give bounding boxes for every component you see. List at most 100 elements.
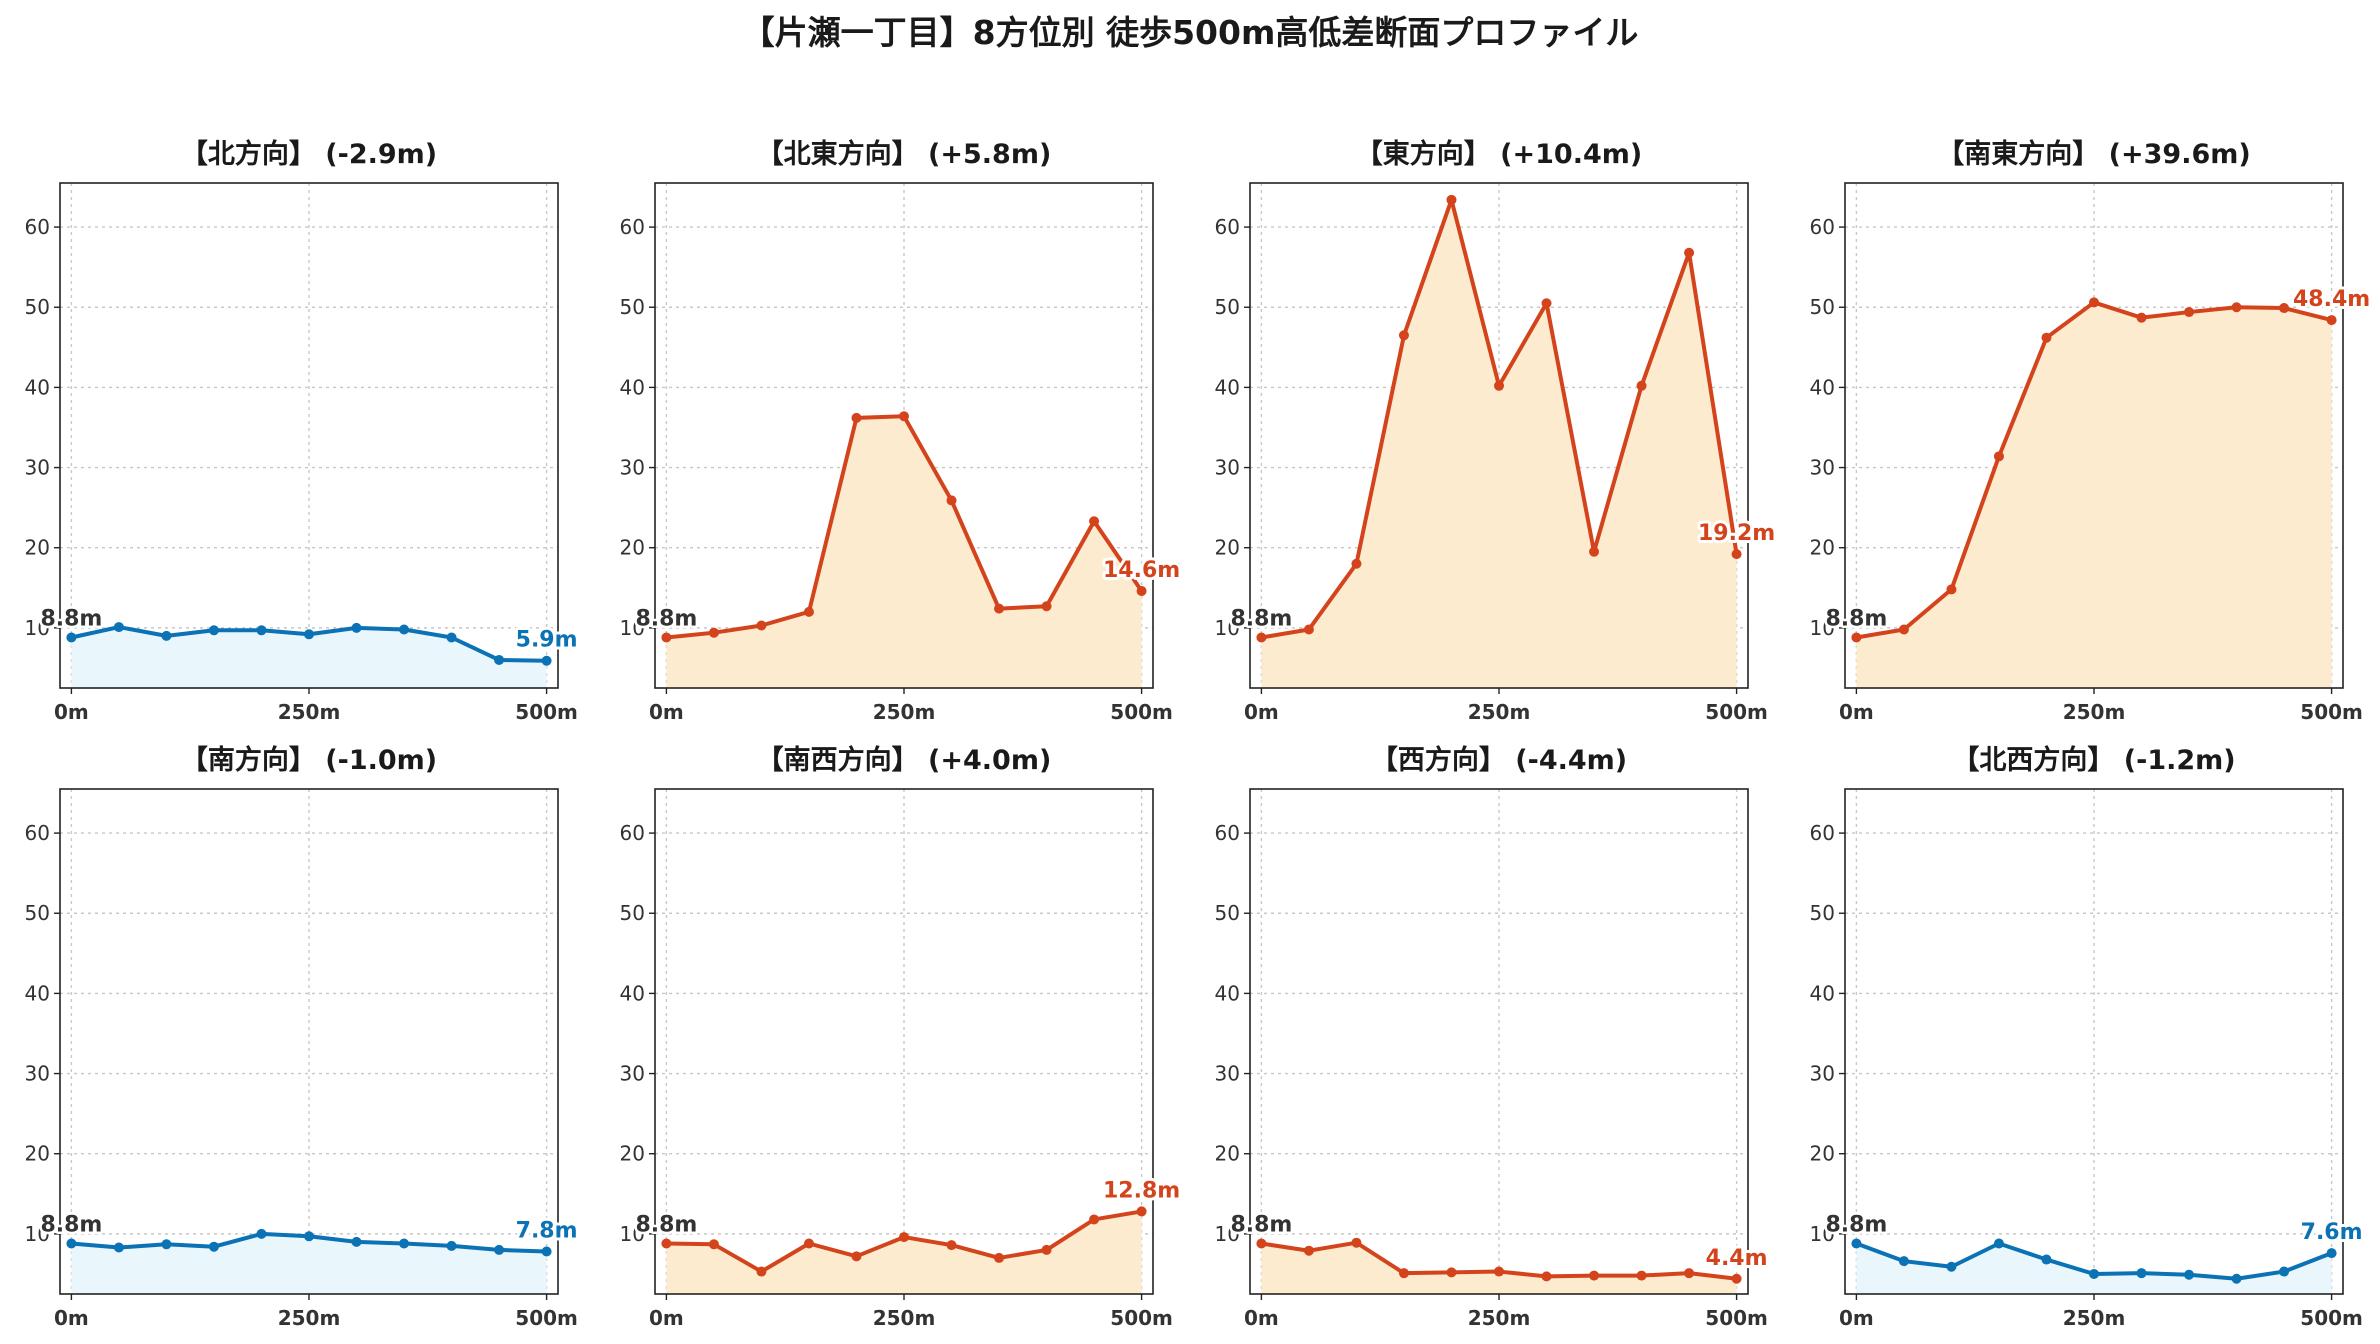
data-point [541, 1246, 552, 1257]
start-label: 8.8m [40, 607, 102, 632]
panel-1: 【北東方向】 (+5.8m) 10 20 30 40 50 60 0m 250m 500m 8.8m… [620, 138, 1184, 724]
data-point [708, 1239, 719, 1250]
y-tick-label: 10 [1810, 1222, 1835, 1246]
y-tick-label: 50 [25, 295, 50, 319]
y-tick-label: 40 [1810, 981, 1835, 1005]
data-point [2279, 1266, 2290, 1277]
panel-title: 【南東方向】 (+39.6m) [1937, 138, 2250, 170]
data-point [351, 622, 362, 633]
data-point [1303, 624, 1314, 635]
data-point [1089, 516, 1100, 527]
x-tick-label: 250m [873, 700, 936, 724]
data-point [851, 412, 862, 423]
data-point [1993, 1238, 2004, 1249]
y-tick-label: 30 [620, 1062, 645, 1086]
data-point [304, 1231, 314, 1242]
y-tick-label: 50 [1215, 295, 1240, 319]
x-tick-label: 0m [1839, 1306, 1874, 1330]
y-tick-label: 60 [620, 215, 645, 239]
panel-7: 【北西方向】 (-1.2m) 10 20 30 40 50 60 0m 250m 500m 8.8m… [1810, 744, 2366, 1330]
data-point [1351, 1237, 1362, 1248]
data-point [1946, 1261, 1957, 1272]
data-point [66, 632, 77, 643]
y-tick-label: 60 [1810, 821, 1835, 845]
data-point [899, 411, 909, 422]
data-point [208, 625, 219, 636]
figure-title: 【片瀬一丁目】8方位別 徒歩500m高低差断面プロファイル [742, 13, 1639, 52]
x-tick-label: 250m [278, 1306, 341, 1330]
start-label: 8.8m [1230, 1213, 1292, 1238]
panel-2: 【東方向】 (+10.4m) 10 20 30 40 50 60 0m 250m 500m 8.8m… [1215, 138, 1779, 724]
data-point [1636, 380, 1647, 391]
x-tick-label: 0m [649, 1306, 684, 1330]
data-point [304, 629, 314, 640]
y-tick-label: 20 [1215, 536, 1240, 560]
data-point [994, 1252, 1005, 1263]
y-tick-label: 20 [1810, 536, 1835, 560]
panel-4: 【南方向】 (-1.0m) 10 20 30 40 50 60 0m 250m 500m 8.8m 7… [25, 744, 581, 1330]
data-point [1898, 624, 1909, 635]
data-point [1136, 586, 1147, 597]
data-point [1256, 1238, 1267, 1249]
end-label: 4.4m [1706, 1246, 1768, 1271]
y-tick-label: 60 [1215, 821, 1240, 845]
y-tick-label: 60 [1810, 215, 1835, 239]
data-point [1731, 549, 1742, 560]
data-point [803, 1238, 814, 1249]
y-tick-label: 10 [620, 616, 645, 640]
end-label: 19.2m [1698, 521, 1775, 546]
y-tick-label: 30 [25, 456, 50, 480]
y-tick-label: 10 [620, 1222, 645, 1246]
data-point [1589, 546, 1600, 557]
area-fill [1261, 199, 1737, 689]
data-point [1684, 1268, 1695, 1279]
y-tick-label: 50 [620, 295, 645, 319]
end-label: 12.8m [1103, 1178, 1180, 1203]
y-tick-label: 60 [1215, 215, 1240, 239]
data-point [1494, 1266, 1504, 1277]
y-tick-label: 30 [1810, 1062, 1835, 1086]
y-tick-label: 50 [1810, 901, 1835, 925]
data-point [208, 1241, 219, 1252]
x-tick-label: 500m [1705, 1306, 1768, 1330]
plot-frame [1844, 788, 2344, 1295]
data-point [1136, 1206, 1147, 1217]
y-tick-label: 40 [620, 981, 645, 1005]
plot-frame [1249, 182, 1749, 689]
y-tick-label: 40 [620, 375, 645, 399]
data-point [1684, 247, 1695, 258]
x-tick-label: 500m [515, 1306, 578, 1330]
data-point [1851, 632, 1862, 643]
data-point [2326, 1248, 2337, 1259]
data-point [899, 1232, 909, 1243]
data-point [1851, 1238, 1862, 1249]
y-tick-label: 30 [25, 1062, 50, 1086]
y-tick-label: 20 [620, 536, 645, 560]
data-point [161, 630, 172, 641]
data-point [1731, 1273, 1742, 1284]
area-fill [666, 416, 1142, 688]
plot-frame [654, 788, 1154, 1295]
x-tick-label: 250m [1468, 1306, 1531, 1330]
data-point [399, 1238, 410, 1249]
panel-5: 【南西方向】 (+4.0m) 10 20 30 40 50 60 0m 250m 500m 8.8m… [620, 744, 1184, 1330]
y-tick-label: 40 [1215, 981, 1240, 1005]
data-point [2136, 312, 2147, 323]
data-point [1946, 584, 1957, 595]
x-tick-label: 250m [2063, 700, 2126, 724]
end-label: 7.6m [2301, 1220, 2363, 1245]
y-tick-label: 30 [1215, 456, 1240, 480]
data-point [708, 627, 719, 638]
start-label: 8.8m [1825, 1213, 1887, 1238]
y-tick-label: 20 [25, 536, 50, 560]
data-point [1898, 1256, 1909, 1267]
plot-frame [1249, 788, 1749, 1295]
data-point [1993, 451, 2004, 462]
start-label: 8.8m [1230, 607, 1292, 632]
data-point [351, 1236, 362, 1247]
y-tick-label: 40 [1215, 375, 1240, 399]
area-fill [1261, 1242, 1737, 1294]
panel-3: 【南東方向】 (+39.6m) 10 20 30 40 50 60 0m 250m 500m 8.8… [1810, 138, 2374, 724]
start-label: 8.8m [635, 607, 697, 632]
